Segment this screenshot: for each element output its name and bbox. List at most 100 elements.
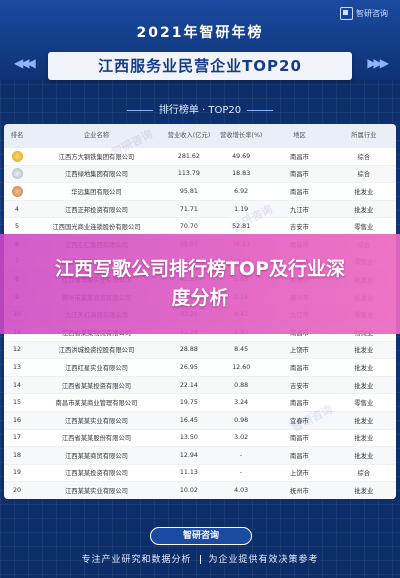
growth-cell: 1.19 bbox=[215, 200, 268, 219]
rank-cell: 16 bbox=[4, 411, 31, 430]
growth-cell: 18.83 bbox=[215, 165, 268, 184]
table-row: 12 江西洪城投资控股有限公司 28.88 8.45 上饶市 批发业 bbox=[4, 341, 396, 360]
industry-cell: 综合 bbox=[331, 148, 396, 166]
revenue-cell: 281.62 bbox=[162, 148, 216, 166]
growth-cell: 3.24 bbox=[215, 393, 268, 412]
region-cell: 上饶市 bbox=[267, 341, 332, 360]
region-cell: 南昌市 bbox=[267, 165, 332, 184]
rank-cell: 15 bbox=[4, 393, 31, 412]
table-row: 15 南昌市某某商业管理有限公司 19.75 3.24 南昌市 零售业 bbox=[4, 393, 396, 412]
gold-medal-icon bbox=[11, 150, 23, 162]
table-row: 17 江西省某某股份有限公司 13.50 3.02 南昌市 批发业 bbox=[4, 429, 396, 448]
industry-cell: 零售业 bbox=[331, 393, 396, 412]
region-cell: 宜春市 bbox=[267, 411, 332, 430]
col-region: 地区 bbox=[267, 124, 332, 148]
growth-cell: - bbox=[215, 464, 268, 483]
revenue-cell: 10.02 bbox=[162, 481, 216, 499]
industry-cell: 批发业 bbox=[331, 358, 396, 377]
table-row: 20 江西某某实业有限公司 10.02 4.03 抚州市 批发业 bbox=[4, 481, 396, 499]
rank-cell: 18 bbox=[4, 446, 31, 465]
company-name-cell: 江西某某商贸有限公司 bbox=[30, 446, 163, 465]
company-name-cell: 江西省某某投资有限公司 bbox=[30, 376, 163, 395]
footer-slogan: 专注产业研究和数据分析 为企业提供有效决策参考 bbox=[0, 552, 400, 565]
region-cell: 上饶市 bbox=[267, 464, 332, 483]
growth-cell: 3.02 bbox=[215, 429, 268, 448]
region-cell: 南昌市 bbox=[267, 358, 332, 377]
revenue-cell: 11.13 bbox=[162, 464, 216, 483]
rank-cell: 17 bbox=[4, 429, 31, 448]
col-revenue: 营业收入(亿元) bbox=[162, 124, 216, 148]
industry-cell: 批发业 bbox=[331, 429, 396, 448]
revenue-cell: 26.95 bbox=[162, 358, 216, 377]
footer-divider bbox=[199, 555, 201, 564]
industry-cell: 批发业 bbox=[331, 200, 396, 219]
revenue-cell: 16.45 bbox=[162, 411, 216, 430]
rank-cell: 19 bbox=[4, 464, 31, 483]
table-header-row: 排名 企业名称 营业收入(亿元) 营收增长率(%) 地区 所属行业 bbox=[4, 124, 396, 148]
table-row: 江西绿地集团有限公司 113.79 18.83 南昌市 综合 bbox=[4, 165, 396, 184]
region-cell: 南昌市 bbox=[267, 148, 332, 166]
revenue-cell: 95.81 bbox=[162, 182, 216, 201]
silver-medal-icon bbox=[11, 168, 23, 180]
growth-cell: 8.45 bbox=[215, 341, 268, 360]
chevron-right-icon: ▶▶▶ bbox=[367, 56, 389, 70]
company-name-cell: 江西洪城投资控股有限公司 bbox=[30, 341, 163, 360]
table-row: 华远集团有限公司 95.81 6.92 南昌市 批发业 bbox=[4, 182, 396, 201]
revenue-cell: 12.94 bbox=[162, 446, 216, 465]
region-cell: 南昌市 bbox=[267, 393, 332, 412]
rank-cell: 14 bbox=[4, 376, 31, 395]
rank-cell: 20 bbox=[4, 481, 31, 499]
industry-cell: 零售业 bbox=[331, 217, 396, 236]
rank-cell: 12 bbox=[4, 341, 31, 360]
region-cell: 南昌市 bbox=[267, 429, 332, 448]
rank-cell: 5 bbox=[4, 217, 31, 236]
growth-cell: - bbox=[215, 446, 268, 465]
table-row: 19 江西某某投资有限公司 11.13- 上饶市 综合 bbox=[4, 464, 396, 483]
region-cell: 抚州市 bbox=[267, 481, 332, 499]
main-title: 江西服务业民营企业TOP20 bbox=[48, 52, 352, 80]
rank-cell bbox=[4, 148, 31, 166]
brand-logo: 智研咨询 bbox=[340, 7, 388, 20]
industry-cell: 批发业 bbox=[331, 182, 396, 201]
table-row: 14 江西省某某投资有限公司 22.14 0.88 吉安市 批发业 bbox=[4, 376, 396, 395]
chevron-left-icon: ◀◀◀ bbox=[14, 56, 36, 70]
overlay-banner: 江西写歌公司排行榜TOP及行业深度分析 bbox=[0, 234, 400, 334]
region-cell: 吉安市 bbox=[267, 376, 332, 395]
growth-cell: 6.92 bbox=[215, 182, 268, 201]
rank-cell: 13 bbox=[4, 358, 31, 377]
table-row: 4 江西正邦投资有限公司 71.71 1.19 九江市 批发业 bbox=[4, 200, 396, 219]
growth-cell: 0.98 bbox=[215, 411, 268, 430]
revenue-cell: 113.79 bbox=[162, 165, 216, 184]
footer-brand-pill: 智研咨询 bbox=[150, 527, 252, 545]
industry-cell: 批发业 bbox=[331, 481, 396, 499]
industry-cell: 综合 bbox=[331, 165, 396, 184]
industry-cell: 批发业 bbox=[331, 446, 396, 465]
growth-cell: 0.88 bbox=[215, 376, 268, 395]
rank-cell: 4 bbox=[4, 200, 31, 219]
table-row: 5 江西国光商业连锁股份有限公司 70.70 52.81 吉安市 零售业 bbox=[4, 217, 396, 236]
table-row: 13 江西红星实业有限公司 26.95 12.60 南昌市 批发业 bbox=[4, 358, 396, 377]
banner-title: 江西写歌公司排行榜TOP及行业深度分析 bbox=[54, 258, 346, 309]
subtitle-text: 排行榜单 · TOP20 bbox=[158, 105, 242, 116]
growth-cell: 4.03 bbox=[215, 481, 268, 499]
table-row: 18 江西某某商贸有限公司 12.94- 南昌市 批发业 bbox=[4, 446, 396, 465]
bronze-medal-icon bbox=[11, 185, 23, 197]
company-name-cell: 江西省某某股份有限公司 bbox=[30, 429, 163, 448]
year-title: 2021年智研年榜 bbox=[136, 25, 264, 41]
revenue-cell: 71.71 bbox=[162, 200, 216, 219]
industry-cell: 批发业 bbox=[331, 376, 396, 395]
region-cell: 吉安市 bbox=[267, 217, 332, 236]
company-name-cell: 江西正邦投资有限公司 bbox=[30, 200, 163, 219]
logo-text: 智研咨询 bbox=[356, 9, 388, 18]
company-name-cell: 江西某某实业有限公司 bbox=[30, 481, 163, 499]
company-name-cell: 江西某某实业有限公司 bbox=[30, 411, 163, 430]
col-growth: 营收增长率(%) bbox=[215, 124, 268, 148]
company-name-cell: 江西国光商业连锁股份有限公司 bbox=[30, 217, 163, 236]
company-name-cell: 江西红星实业有限公司 bbox=[30, 358, 163, 377]
industry-cell: 批发业 bbox=[331, 341, 396, 360]
company-name-cell: 江西绿地集团有限公司 bbox=[30, 165, 163, 184]
region-cell: 南昌市 bbox=[267, 446, 332, 465]
footer-left-text: 专注产业研究和数据分析 bbox=[81, 555, 192, 565]
rank-cell bbox=[4, 165, 31, 184]
